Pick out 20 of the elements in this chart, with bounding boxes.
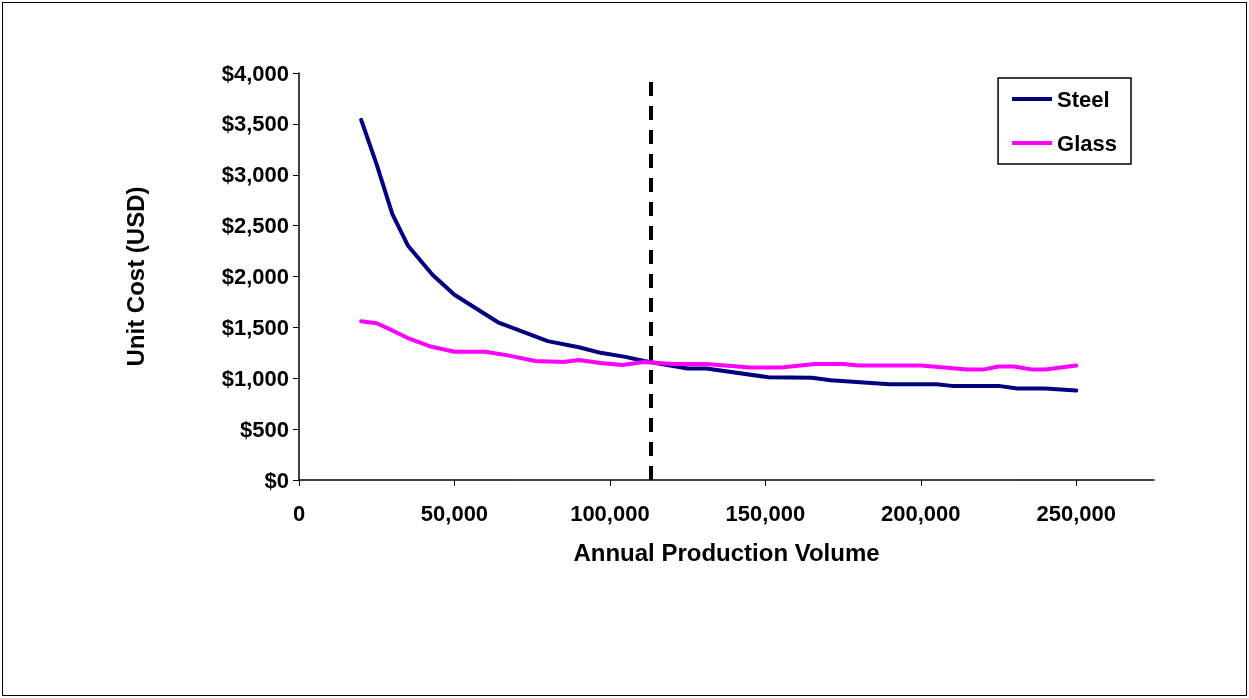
- x-tick-label: 250,000: [1036, 500, 1117, 526]
- y-tick-label: $3,500: [221, 111, 289, 137]
- x-tick-label: 100,000: [570, 500, 650, 526]
- x-tick-label: 200,000: [881, 500, 961, 526]
- y-tick-label: $1,500: [221, 314, 289, 340]
- y-tick-label: $2,500: [221, 213, 289, 239]
- y-tick-label: $500: [240, 416, 289, 442]
- legend-label: Steel: [1057, 86, 1110, 112]
- line-series: [359, 319, 1079, 372]
- x-tick-label: 0: [292, 500, 306, 526]
- y-axis-title: Unit Cost (USD): [121, 186, 149, 367]
- y-tick-label: $1,000: [221, 365, 289, 391]
- legend-label: Glass: [1057, 130, 1118, 156]
- x-tick-label: 50,000: [420, 500, 489, 526]
- y-tick-label: $0: [264, 467, 289, 493]
- x-tick-label: 150,000: [725, 500, 806, 526]
- x-axis-title: Annual Production Volume: [573, 538, 880, 566]
- y-tick-label: $2,000: [221, 264, 289, 289]
- y-tick-label: $3,000: [221, 162, 289, 188]
- y-tick-label: $4,000: [221, 60, 289, 86]
